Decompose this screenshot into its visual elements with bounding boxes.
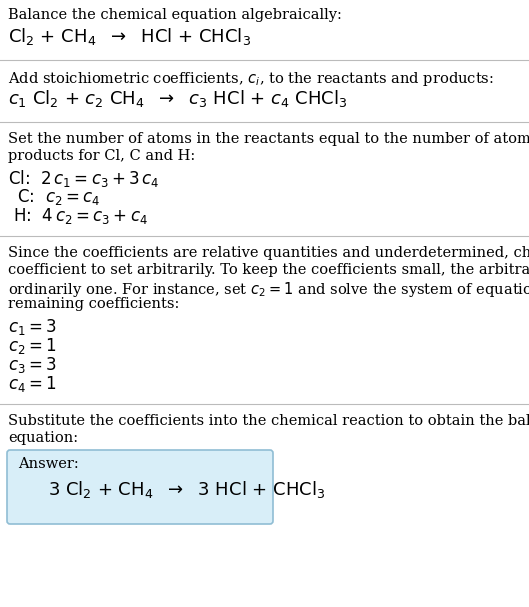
Text: Cl$_2$ + CH$_4$  $\rightarrow$  HCl + CHCl$_3$: Cl$_2$ + CH$_4$ $\rightarrow$ HCl + CHCl… [8,26,251,47]
Text: $c_1$ Cl$_2$ + $c_2$ CH$_4$  $\rightarrow$  $c_3$ HCl + $c_4$ CHCl$_3$: $c_1$ Cl$_2$ + $c_2$ CH$_4$ $\rightarrow… [8,88,348,109]
Text: Substitute the coefficients into the chemical reaction to obtain the balanced: Substitute the coefficients into the che… [8,414,529,428]
FancyBboxPatch shape [7,450,273,524]
Text: Add stoichiometric coefficients, $c_i$, to the reactants and products:: Add stoichiometric coefficients, $c_i$, … [8,70,494,88]
Text: coefficient to set arbitrarily. To keep the coefficients small, the arbitrary va: coefficient to set arbitrarily. To keep … [8,263,529,277]
Text: $c_1 = 3$: $c_1 = 3$ [8,317,57,337]
Text: $c_4 = 1$: $c_4 = 1$ [8,374,57,394]
Text: $c_3 = 3$: $c_3 = 3$ [8,355,57,375]
Text: ordinarily one. For instance, set $c_2 = 1$ and solve the system of equations fo: ordinarily one. For instance, set $c_2 =… [8,280,529,299]
Text: Answer:: Answer: [18,457,79,471]
Text: Since the coefficients are relative quantities and underdetermined, choose a: Since the coefficients are relative quan… [8,246,529,260]
Text: C:  $c_2 = c_4$: C: $c_2 = c_4$ [12,187,101,207]
Text: 3 Cl$_2$ + CH$_4$  $\rightarrow$  3 HCl + CHCl$_3$: 3 Cl$_2$ + CH$_4$ $\rightarrow$ 3 HCl + … [48,479,325,500]
Text: Balance the chemical equation algebraically:: Balance the chemical equation algebraica… [8,8,342,22]
Text: $c_2 = 1$: $c_2 = 1$ [8,336,57,356]
Text: equation:: equation: [8,431,78,445]
Text: remaining coefficients:: remaining coefficients: [8,297,179,311]
Text: Set the number of atoms in the reactants equal to the number of atoms in the: Set the number of atoms in the reactants… [8,132,529,146]
Text: Cl:  $2\,c_1 = c_3 + 3\,c_4$: Cl: $2\,c_1 = c_3 + 3\,c_4$ [8,168,160,189]
Text: H:  $4\,c_2 = c_3 + c_4$: H: $4\,c_2 = c_3 + c_4$ [8,206,148,226]
Text: products for Cl, C and H:: products for Cl, C and H: [8,149,195,163]
